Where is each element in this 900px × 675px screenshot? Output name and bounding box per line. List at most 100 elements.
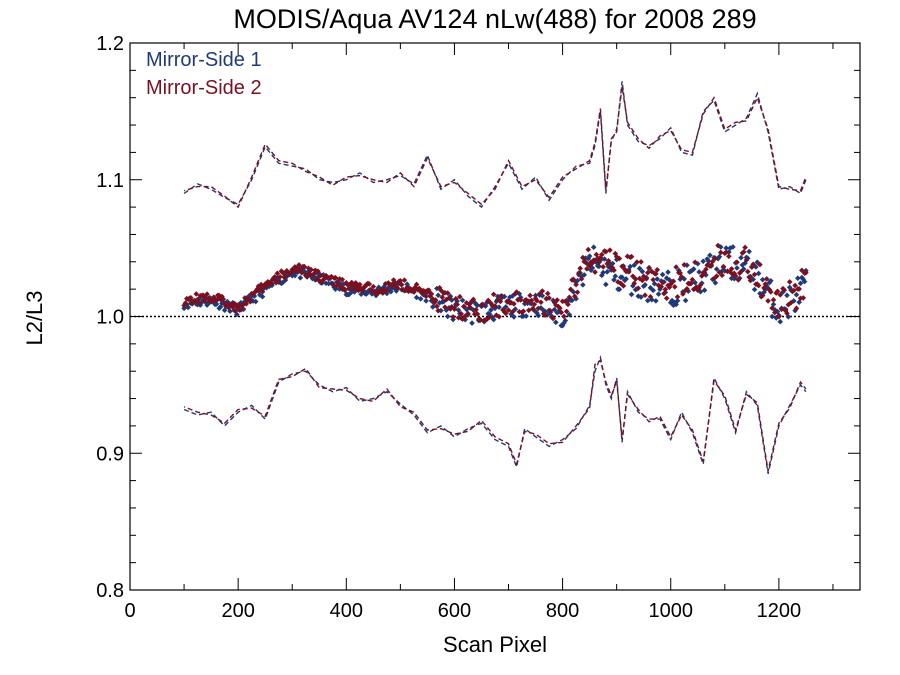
data-point-mirror-side-1 [746, 248, 752, 255]
data-point-mirror-side-2 [673, 264, 679, 270]
data-point-mirror-side-2 [229, 304, 236, 310]
data-point-mirror-side-2 [531, 301, 538, 308]
data-point-mirror-side-1 [667, 299, 674, 306]
data-point-mirror-side-2 [346, 285, 352, 292]
data-point-mirror-side-1 [490, 316, 497, 323]
data-point-mirror-side-2 [374, 290, 381, 297]
data-point-mirror-side-1 [639, 268, 646, 275]
data-point-mirror-side-2 [313, 276, 320, 283]
data-point-mirror-side-2 [767, 289, 774, 295]
data-point-mirror-side-2 [709, 258, 716, 265]
x-axis-label: Scan Pixel [443, 632, 547, 657]
data-point-mirror-side-1 [240, 306, 247, 313]
data-point-mirror-side-1 [653, 298, 659, 304]
data-point-mirror-side-2 [247, 298, 254, 305]
data-point-mirror-side-2 [786, 279, 793, 285]
data-point-mirror-side-1 [185, 304, 191, 311]
data-point-mirror-side-2 [539, 288, 546, 294]
x-tick-label: 1000 [648, 600, 693, 622]
data-point-mirror-side-2 [413, 281, 420, 288]
data-point-mirror-side-1 [474, 302, 481, 309]
data-point-mirror-side-1 [644, 297, 651, 304]
data-point-mirror-side-2 [254, 286, 260, 293]
data-point-mirror-side-1 [799, 274, 805, 281]
data-point-mirror-side-1 [297, 275, 304, 281]
data-point-mirror-side-2 [713, 273, 720, 279]
data-point-mirror-side-1 [628, 291, 635, 298]
data-point-mirror-side-1 [198, 299, 205, 306]
data-point-mirror-side-2 [554, 297, 560, 303]
data-point-mirror-side-2 [461, 303, 467, 310]
data-point-mirror-side-1 [428, 297, 435, 304]
data-point-mirror-side-2 [547, 308, 554, 314]
data-point-mirror-side-2 [571, 293, 578, 300]
data-point-mirror-side-2 [726, 253, 732, 260]
data-point-mirror-side-2 [452, 295, 459, 302]
data-point-mirror-side-1 [332, 286, 339, 292]
data-point-mirror-side-2 [658, 283, 665, 290]
x-tick-label: 800 [546, 600, 579, 622]
data-point-mirror-side-1 [717, 244, 724, 250]
data-point-mirror-side-2 [435, 307, 442, 314]
data-point-mirror-side-2 [231, 300, 237, 307]
data-point-mirror-side-1 [659, 271, 666, 278]
data-point-mirror-side-1 [511, 314, 517, 320]
data-point-mirror-side-2 [740, 249, 747, 255]
data-point-mirror-side-2 [265, 278, 271, 285]
data-point-mirror-side-1 [604, 269, 611, 275]
data-point-mirror-side-2 [246, 296, 252, 303]
data-point-mirror-side-2 [298, 269, 305, 276]
data-point-mirror-side-1 [561, 320, 567, 326]
data-point-mirror-side-1 [730, 244, 736, 250]
data-point-mirror-side-2 [773, 290, 779, 296]
data-point-mirror-side-2 [394, 285, 401, 292]
data-point-mirror-side-1 [701, 287, 708, 294]
data-point-mirror-side-1 [780, 289, 786, 295]
data-point-mirror-side-2 [316, 277, 323, 284]
data-point-mirror-side-1 [580, 282, 586, 288]
data-point-mirror-side-2 [744, 268, 751, 275]
data-point-mirror-side-2 [743, 257, 750, 263]
data-point-mirror-side-2 [513, 289, 520, 295]
data-point-mirror-side-2 [649, 268, 655, 275]
data-point-mirror-side-1 [413, 294, 420, 301]
data-point-mirror-side-1 [358, 291, 364, 298]
data-point-mirror-side-2 [296, 262, 302, 268]
data-point-mirror-side-1 [562, 317, 569, 324]
data-point-mirror-side-2 [440, 290, 447, 296]
data-point-mirror-side-2 [546, 295, 552, 301]
data-point-mirror-side-2 [485, 297, 492, 304]
data-point-mirror-side-1 [744, 255, 751, 262]
data-point-mirror-side-2 [585, 246, 592, 253]
data-point-mirror-side-1 [571, 278, 578, 284]
data-point-mirror-side-1 [638, 294, 644, 300]
data-point-mirror-side-2 [446, 295, 452, 301]
data-point-mirror-side-1 [539, 292, 546, 299]
data-point-mirror-side-2 [590, 257, 597, 263]
data-point-mirror-side-2 [631, 280, 638, 287]
data-point-mirror-side-1 [734, 265, 740, 271]
data-point-mirror-side-1 [488, 307, 494, 313]
data-point-mirror-side-2 [659, 279, 666, 286]
data-point-mirror-side-2 [535, 305, 542, 312]
data-point-mirror-side-2 [505, 307, 512, 313]
data-point-mirror-side-2 [219, 293, 225, 300]
data-point-mirror-side-2 [558, 309, 565, 316]
data-point-mirror-side-2 [774, 288, 781, 295]
data-point-mirror-side-2 [486, 314, 493, 321]
data-point-mirror-side-2 [667, 281, 674, 288]
data-point-mirror-side-1 [600, 269, 606, 276]
data-point-mirror-side-1 [503, 304, 509, 310]
data-point-mirror-side-2 [561, 313, 567, 320]
data-point-mirror-side-2 [769, 305, 775, 311]
y-tick-label: 0.8 [96, 580, 124, 602]
y-tick-label: 1.1 [96, 170, 124, 192]
data-point-mirror-side-2 [772, 309, 778, 316]
data-point-mirror-side-2 [763, 276, 770, 282]
data-point-mirror-side-2 [765, 298, 771, 304]
data-point-mirror-side-2 [450, 314, 456, 320]
data-point-mirror-side-1 [521, 300, 528, 307]
data-point-mirror-side-1 [797, 280, 804, 287]
data-point-mirror-side-1 [393, 288, 400, 294]
envelope-lower-mirror-side-1 [183, 355, 807, 474]
